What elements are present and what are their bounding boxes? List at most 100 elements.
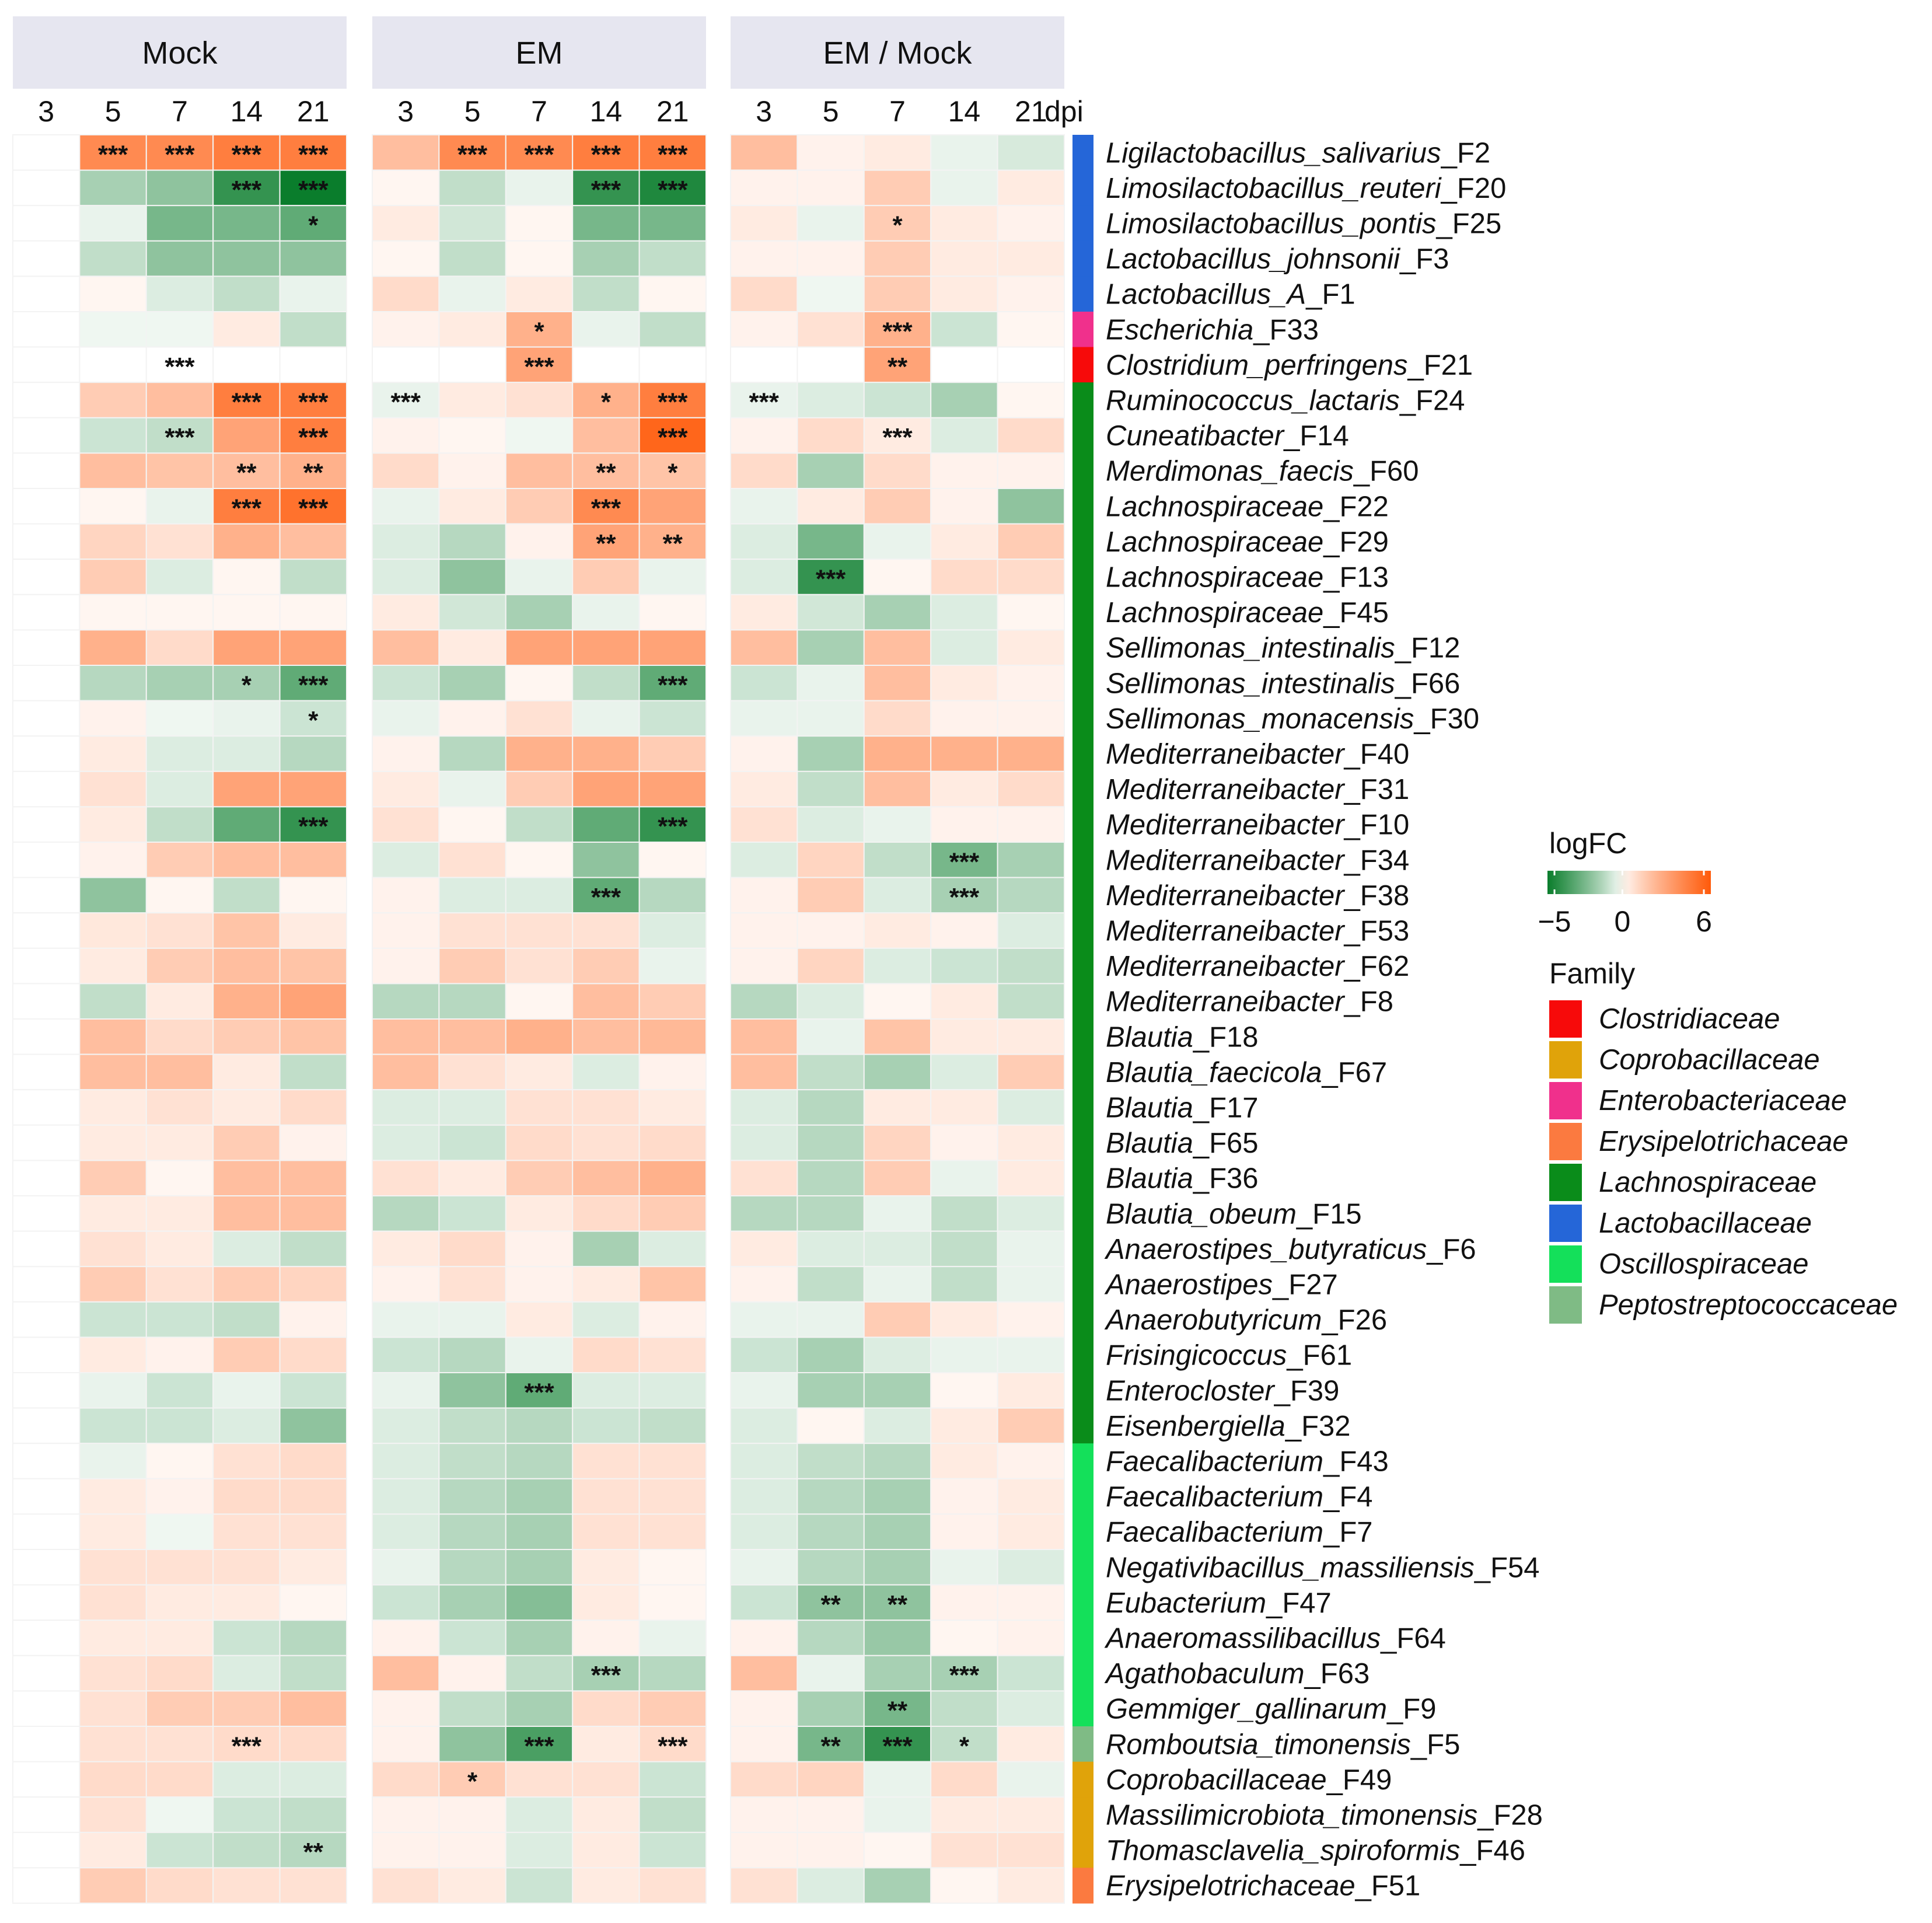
heatmap-cell	[505, 240, 574, 277]
heatmap-cell	[638, 1089, 707, 1126]
heatmap-cell	[279, 1513, 348, 1550]
heatmap-cell	[12, 275, 81, 312]
heatmap-cell	[796, 1620, 865, 1656]
family-color-cell	[1072, 1585, 1093, 1621]
heatmap-cell	[438, 417, 506, 454]
significance-mark: **	[820, 1590, 841, 1619]
heatmap-cell	[12, 1584, 81, 1621]
heatmap-cell	[638, 1549, 707, 1586]
heatmap-cell	[438, 1053, 506, 1091]
heatmap-cell	[572, 1796, 640, 1833]
heatmap-cell	[997, 1089, 1065, 1126]
heatmap-cell	[12, 1690, 81, 1727]
heatmap-cell	[505, 947, 574, 985]
heatmap-cell	[863, 382, 932, 418]
row-label-suffix: _F4	[1323, 1481, 1372, 1513]
family-color-cell	[1072, 1408, 1093, 1444]
row-label: Thomasclavelia_spiroformis_F46	[1106, 1835, 1525, 1866]
heatmap-cell	[572, 842, 640, 878]
heatmap-cell	[79, 1266, 147, 1303]
heatmap-cell	[930, 1301, 998, 1338]
significance-mark: ***	[298, 423, 329, 452]
family-color-cell	[1072, 170, 1093, 206]
heatmap-cell	[212, 488, 281, 525]
heatmap-cell	[863, 1443, 932, 1479]
heatmap-cell	[796, 240, 865, 277]
heatmap-cell	[572, 877, 640, 914]
heatmap-cell	[572, 1018, 640, 1055]
heatmap-cell	[505, 1443, 574, 1479]
heatmap-cell	[997, 169, 1065, 207]
heatmap-cell	[12, 806, 81, 843]
family-color-cell	[1072, 1443, 1093, 1479]
heatmap-cell	[730, 983, 798, 1020]
significance-mark: ***	[591, 494, 621, 522]
heatmap-cell	[279, 1867, 348, 1904]
row-label-genus: Negativibacillus_massiliensis	[1106, 1552, 1475, 1583]
heatmap-cell	[930, 1620, 998, 1656]
heatmap-cell	[438, 1266, 506, 1303]
row-label-genus: Erysipelotrichaceae	[1106, 1870, 1355, 1902]
heatmap-cell	[79, 806, 147, 843]
row-label: Faecalibacterium_F4	[1106, 1481, 1373, 1513]
heatmap-cell	[145, 1796, 214, 1833]
family-color-cell	[1072, 842, 1093, 878]
heatmap-cell	[997, 134, 1065, 171]
row-label-suffix: _F40	[1344, 739, 1410, 770]
heatmap-cell	[372, 1478, 440, 1515]
heatmap-cell	[572, 559, 640, 595]
family-color-cell	[1072, 1761, 1093, 1798]
heatmap-cell	[730, 1266, 798, 1303]
heatmap-cell	[438, 452, 506, 490]
heatmap-cell	[279, 1655, 348, 1692]
heatmap-cell	[505, 1549, 574, 1586]
heatmap-cell	[572, 1266, 640, 1303]
heatmap-cell	[730, 1478, 798, 1515]
heatmap-cell	[79, 1513, 147, 1550]
row-label: Mediterraneibacter_F34	[1106, 844, 1409, 876]
heatmap-cell	[12, 947, 81, 985]
heatmap-cell	[638, 1160, 707, 1197]
heatmap-cell	[212, 1089, 281, 1126]
heatmap-cell	[730, 311, 798, 348]
significance-mark: ***	[232, 1732, 262, 1760]
heatmap-cell	[997, 735, 1065, 772]
heatmap-cell	[212, 275, 281, 312]
heatmap-cell	[212, 806, 281, 843]
heatmap-cell	[572, 1690, 640, 1727]
heatmap-cell	[12, 1443, 81, 1479]
heatmap-cell	[212, 1726, 281, 1763]
heatmap-cell	[438, 1831, 506, 1869]
heatmap-cell	[730, 523, 798, 560]
heatmap-cell	[572, 1513, 640, 1550]
heatmap-cell	[997, 1053, 1065, 1091]
heatmap-cell	[930, 1690, 998, 1727]
row-label-suffix: _F66	[1395, 668, 1461, 699]
heatmap-cell	[863, 1867, 932, 1904]
heatmap-cell	[279, 1407, 348, 1444]
heatmap-cell	[572, 1301, 640, 1338]
heatmap-cell	[730, 1620, 798, 1656]
heatmap-cell	[145, 1160, 214, 1197]
heatmap-cell	[79, 842, 147, 878]
row-label: Mediterraneibacter_F62	[1106, 951, 1409, 982]
heatmap-cell	[145, 842, 214, 878]
row-label-genus: Lachnospiraceae	[1106, 491, 1323, 522]
heatmap-cell	[279, 382, 348, 418]
heatmap-cell	[930, 1549, 998, 1586]
row-label-suffix: _F53	[1344, 916, 1410, 947]
heatmap-cell	[79, 346, 147, 383]
heatmap-cell	[997, 275, 1065, 312]
row-label-genus: Sellimonas_intestinalis	[1106, 633, 1395, 664]
heatmap-cell	[372, 1831, 440, 1869]
heatmap-cell	[997, 1443, 1065, 1479]
heatmap-cell	[438, 1336, 506, 1373]
family-color-cell	[1072, 1125, 1093, 1161]
row-label: Blautia_obeum_F15	[1106, 1198, 1362, 1230]
row-label-genus: Gemmiger_gallinarum	[1106, 1694, 1387, 1725]
heatmap-cell	[863, 1301, 932, 1338]
heatmap-cell	[145, 1195, 214, 1232]
heatmap-cell	[12, 1549, 81, 1586]
heatmap-cell	[145, 1089, 214, 1126]
